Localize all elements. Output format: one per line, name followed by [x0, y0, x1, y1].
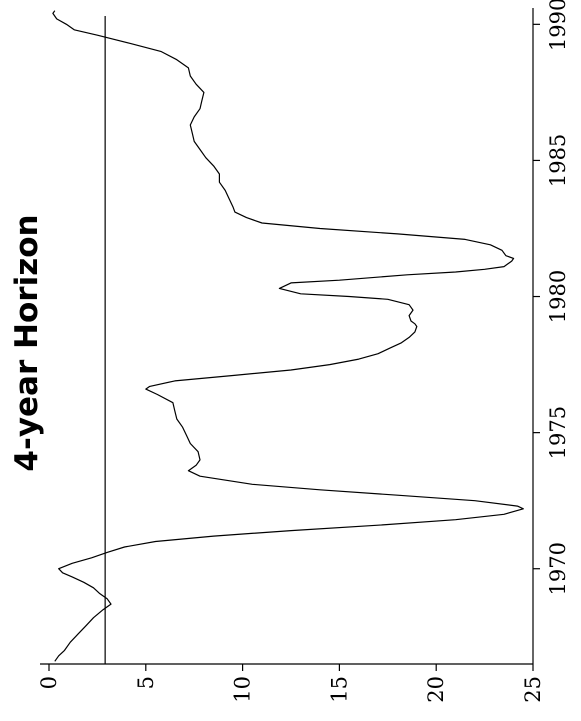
value-tick-label: 10	[231, 676, 255, 703]
value-tick-label: 5	[134, 676, 158, 689]
year-tick-label: 1975	[546, 406, 570, 459]
year-tick-label: 1985	[546, 134, 570, 187]
year-tick-label: 1980	[546, 270, 570, 323]
ticks: 0 5 10 15 20 25 1970 1975 1980 1985 1990	[37, 0, 570, 703]
value-tick-label: 20	[424, 676, 448, 703]
value-tick-label: 15	[327, 676, 351, 703]
value-tick-label: 25	[521, 676, 545, 703]
plot-area	[52, 10, 524, 664]
axes	[40, 8, 534, 665]
year-tick-label: 1970	[546, 542, 570, 595]
year-tick-label: 1990	[546, 0, 570, 51]
value-tick-label: 0	[37, 676, 61, 689]
series-line	[52, 10, 524, 662]
chart-title: 4-year Horizon	[9, 214, 45, 471]
